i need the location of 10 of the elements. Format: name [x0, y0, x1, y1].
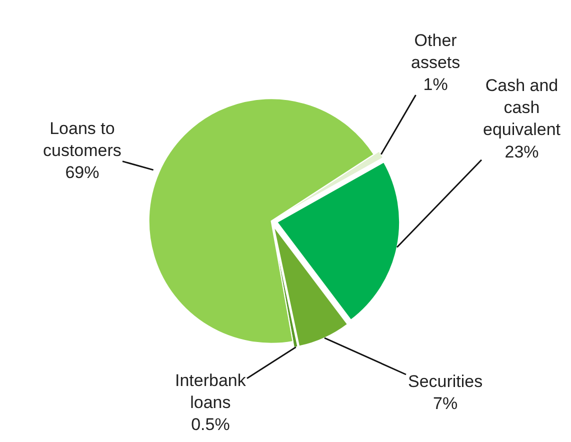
slice-label: Interbank loans — [175, 371, 246, 412]
data-label: 7% — [433, 394, 458, 414]
data-label: 1% — [423, 75, 448, 94]
slice-label: Other assets — [411, 31, 460, 72]
data-label: 0.5% — [191, 415, 230, 434]
slice-label: Cash and cash equivalent — [483, 76, 561, 140]
data-label: 23% — [504, 142, 539, 162]
slice-label: Securities — [408, 372, 483, 391]
slice-label: Loans to customers — [43, 119, 122, 160]
data-label: 69% — [65, 163, 100, 182]
